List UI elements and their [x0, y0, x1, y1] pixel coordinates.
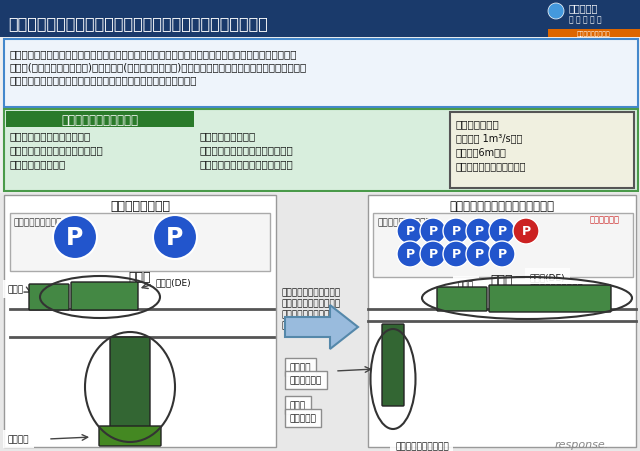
Text: ・小容量のポンプを多数設置: ・小容量のポンプを多数設置: [10, 131, 92, 141]
FancyBboxPatch shape: [4, 110, 638, 192]
Text: P: P: [474, 225, 484, 238]
Circle shape: [153, 216, 197, 259]
Circle shape: [513, 219, 539, 244]
Text: ・吐出量 1m³/s程度: ・吐出量 1m³/s程度: [456, 133, 522, 143]
Text: 【小容量化】: 【小容量化】: [290, 376, 323, 385]
Text: 原動機(DE): 原動機(DE): [530, 273, 566, 282]
Circle shape: [397, 241, 423, 267]
Text: ポンプ配置のイメージ: ポンプ配置のイメージ: [14, 218, 68, 227]
Text: P: P: [405, 225, 415, 238]
Text: ・リダンダンシーの向上: ・リダンダンシーの向上: [282, 288, 341, 297]
Text: P: P: [451, 248, 461, 261]
Text: P: P: [497, 248, 507, 261]
Circle shape: [489, 219, 515, 244]
Text: 国土交通省: 国土交通省: [569, 3, 598, 13]
FancyBboxPatch shape: [373, 213, 633, 277]
Text: 主配管: 主配管: [290, 400, 306, 410]
Text: 二床式: 二床式: [129, 271, 151, 284]
Circle shape: [397, 219, 423, 244]
Text: 主ポンプ: 主ポンプ: [290, 363, 312, 372]
Circle shape: [548, 4, 564, 20]
Text: P: P: [166, 226, 184, 249]
Text: 【マスプロダクツ化】: 【マスプロダクツ化】: [530, 284, 584, 293]
Text: P: P: [428, 225, 438, 238]
Circle shape: [443, 219, 469, 244]
Text: ・マスプロダクツの採用: ・マスプロダクツの採用: [282, 299, 341, 308]
FancyBboxPatch shape: [548, 30, 640, 38]
FancyBboxPatch shape: [437, 287, 487, 311]
Text: 現在の河川ポンプ: 現在の河川ポンプ: [110, 200, 170, 213]
Polygon shape: [285, 305, 358, 349]
FancyBboxPatch shape: [0, 0, 640, 38]
Circle shape: [489, 241, 515, 267]
Text: （マージン）: （マージン）: [590, 215, 620, 224]
Text: 今後の河川ポンプの目標イメージ: 今後の河川ポンプの目標イメージ: [449, 200, 554, 213]
FancyBboxPatch shape: [4, 196, 276, 447]
Text: ・新素材の導入: ・新素材の導入: [282, 321, 319, 330]
Text: P: P: [67, 226, 84, 249]
Text: 総 合 政 策 局: 総 合 政 策 局: [569, 15, 602, 24]
Text: 公共事業企画調整課: 公共事業企画調整課: [577, 31, 611, 37]
Text: 原動機(DE): 原動機(DE): [155, 278, 191, 287]
Text: response.: response.: [555, 439, 609, 449]
Circle shape: [53, 216, 97, 259]
Text: 【構造のシンプル化】: 【構造のシンプル化】: [395, 442, 449, 451]
FancyBboxPatch shape: [0, 193, 640, 451]
Circle shape: [420, 219, 446, 244]
FancyBboxPatch shape: [4, 40, 638, 108]
Text: し、実証試験の仕様の決定を行うため、技術研究会を設置します。: し、実証試験の仕様の決定を行うため、技術研究会を設置します。: [10, 75, 198, 85]
Text: 【コスト縮減、故障リスク低減】: 【コスト縮減、故障リスク低減】: [200, 159, 294, 169]
FancyBboxPatch shape: [110, 337, 150, 431]
Text: ポンプ配置のイメージ: ポンプ配置のイメージ: [377, 218, 431, 227]
FancyBboxPatch shape: [6, 112, 194, 128]
FancyBboxPatch shape: [10, 213, 270, 272]
Text: 減速機: 減速機: [458, 281, 474, 290]
Text: 目標とする仕様: 目標とする仕様: [455, 119, 499, 129]
Text: 原動機(ディーゼルエンジン)及び主配管(ポリエチレン管等)の必要な技術仕様について、技術動向を把握: 原動機(ディーゼルエンジン)及び主配管(ポリエチレン管等)の必要な技術仕様につい…: [10, 62, 307, 72]
Text: 減速機: 減速機: [8, 285, 24, 294]
Text: P: P: [428, 248, 438, 261]
Circle shape: [420, 241, 446, 267]
FancyBboxPatch shape: [71, 282, 138, 310]
FancyBboxPatch shape: [368, 196, 636, 447]
Text: ・構造のシンプル化: ・構造のシンプル化: [10, 159, 67, 169]
Text: 新たな排水ポンプの目標: 新たな排水ポンプの目標: [61, 113, 138, 126]
Text: ・原動機にマスプロダクツを採用: ・原動機にマスプロダクツを採用: [10, 145, 104, 155]
Text: 【新素材】: 【新素材】: [290, 414, 317, 423]
Text: P: P: [451, 225, 461, 238]
Text: 新たな排水ポンプ設備（マスプロダクツ型排水機場）の開発: 新たな排水ポンプ設備（マスプロダクツ型排水機場）の開発: [8, 17, 268, 32]
FancyBboxPatch shape: [29, 285, 69, 310]
Text: ・構造のシンプル化: ・構造のシンプル化: [282, 310, 330, 319]
Text: 【故障リスク分散】: 【故障リスク分散】: [200, 131, 256, 141]
FancyBboxPatch shape: [450, 113, 634, 189]
Text: 主ポンプ: 主ポンプ: [8, 434, 29, 443]
Text: ・揚程　6m程度: ・揚程 6m程度: [456, 147, 507, 156]
FancyBboxPatch shape: [99, 426, 161, 446]
Text: P: P: [497, 225, 507, 238]
Text: ・車両用エンジンにて駆動: ・車両用エンジンにて駆動: [456, 161, 527, 170]
Text: 一床式: 一床式: [491, 274, 513, 287]
Text: 【コスト縮減、故障リスク低減】: 【コスト縮減、故障リスク低減】: [200, 145, 294, 155]
FancyBboxPatch shape: [489, 285, 611, 312]
Text: P: P: [474, 248, 484, 261]
Text: P: P: [405, 248, 415, 261]
Text: P: P: [522, 225, 531, 238]
FancyBboxPatch shape: [548, 0, 640, 38]
Text: 危機管理の向上及びコスト縮減を図るためのマスプロダクツ型排水ポンプの開発を目的に、ポンプ、主: 危機管理の向上及びコスト縮減を図るためのマスプロダクツ型排水ポンプの開発を目的に…: [10, 49, 298, 59]
Circle shape: [466, 241, 492, 267]
FancyBboxPatch shape: [382, 324, 404, 406]
Circle shape: [466, 219, 492, 244]
Circle shape: [443, 241, 469, 267]
